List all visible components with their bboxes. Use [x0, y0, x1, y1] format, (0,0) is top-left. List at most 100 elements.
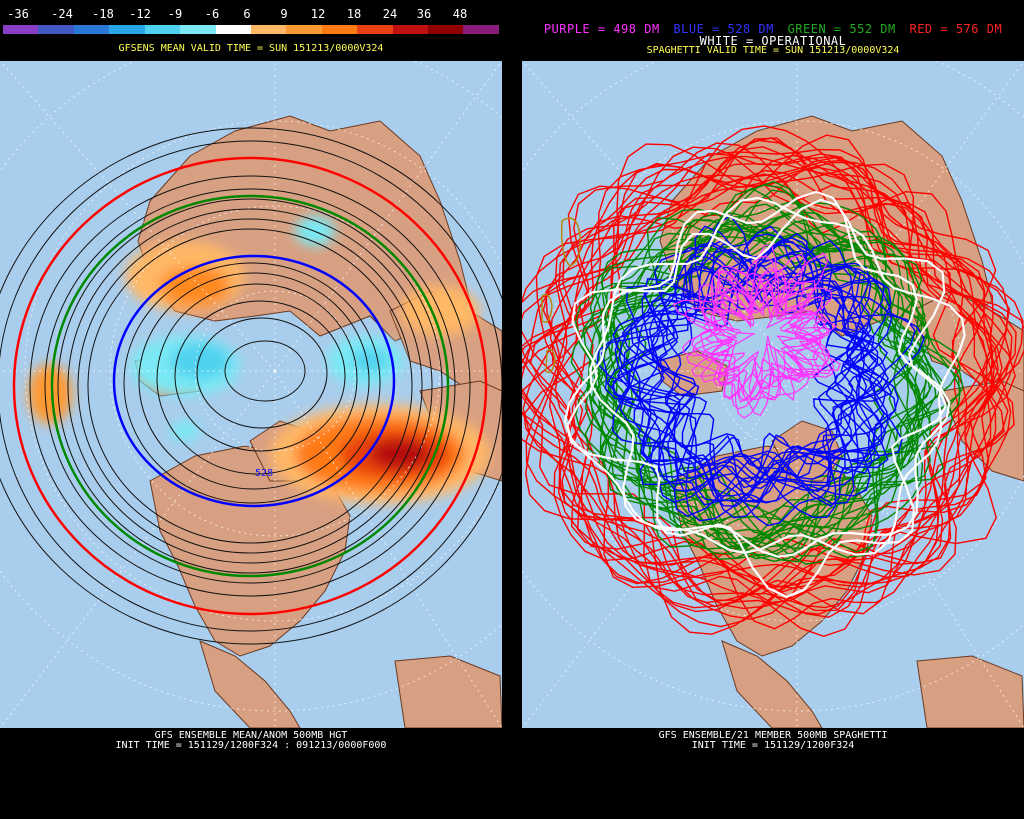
scale-swatch	[357, 25, 393, 34]
right-footer-init: INIT TIME = 151129/1200F324	[691, 740, 855, 751]
scale-swatch	[321, 25, 358, 34]
legend-purple: PURPLE = 498 DM	[543, 22, 660, 36]
ensemble-mean-panel: -36 -24 -18 -12 -9 -6 6 9 12 18 24 36 48…	[0, 0, 502, 819]
spaghetti-member-line	[522, 163, 1016, 589]
scale-swatch	[250, 25, 287, 34]
spaghetti-legend: PURPLE = 498 DM BLUE = 528 DM GREEN = 55…	[522, 22, 1024, 36]
spaghetti-member-line	[628, 240, 887, 519]
spaghetti-member-line	[700, 252, 835, 403]
scale-swatch	[428, 25, 464, 34]
spaghetti-member-line	[542, 156, 1009, 604]
spaghetti-member-line	[525, 146, 1015, 595]
spaghetti-map	[522, 61, 1024, 728]
land-mexico	[721, 640, 823, 728]
spaghetti-member-line	[584, 217, 931, 546]
spaghetti-member-line	[578, 219, 928, 554]
right-footer-title: GFS ENSEMBLE/21 MEMBER 500MB SPAGHETTI	[658, 730, 888, 741]
spaghetti-panel: PURPLE = 498 DM BLUE = 528 DM GREEN = 55…	[522, 0, 1024, 819]
scale-label: 12	[310, 7, 326, 21]
anomaly-scale-labels: -36 -24 -18 -12 -9 -6 6 9 12 18 24 36 48	[0, 7, 502, 23]
spaghetti-member-line	[535, 146, 992, 618]
legend-blue: BLUE = 528 DM	[673, 22, 774, 36]
height-contours	[0, 127, 502, 645]
scale-swatch	[73, 25, 110, 34]
scale-label: 48	[452, 7, 468, 21]
scale-label: 9	[280, 7, 288, 21]
land-mexico	[199, 640, 301, 728]
spaghetti-member-line	[566, 198, 947, 598]
scale-label: 36	[416, 7, 432, 21]
spaghetti-member-line	[639, 264, 889, 508]
spaghetti-member-line	[606, 225, 886, 503]
cold-anomaly	[170, 421, 200, 441]
contour-528	[112, 254, 396, 508]
spaghetti-member-line	[684, 253, 828, 387]
scale-label: 24	[382, 7, 398, 21]
scale-swatch	[463, 25, 499, 34]
scale-swatch	[109, 25, 145, 34]
scale-swatch	[215, 25, 251, 34]
spaghetti-member-line	[600, 214, 881, 492]
spaghetti-member-line	[691, 275, 830, 410]
scale-swatch	[392, 25, 429, 34]
outlier-contours	[541, 217, 582, 373]
spaghetti-member-line	[619, 265, 864, 527]
land-south-america	[916, 655, 1024, 728]
scale-label: -9	[167, 7, 183, 21]
left-footer-title: GFS ENSEMBLE MEAN/ANOM 500MB HGT	[154, 730, 348, 741]
spaghetti-member-line	[549, 155, 1012, 589]
land-south-america	[394, 655, 502, 728]
scale-label: -6	[204, 7, 220, 21]
contour-552	[50, 194, 450, 578]
spaghetti-member-line	[522, 134, 993, 595]
scale-label: -12	[129, 7, 151, 21]
spaghetti-member-line	[524, 166, 994, 635]
legend-red: RED = 576 DM	[909, 22, 1003, 36]
spaghetti-member-line	[522, 125, 1009, 585]
scale-label: -24	[51, 7, 73, 21]
spaghetti-member-line	[630, 244, 903, 503]
spaghetti-member-line	[522, 162, 997, 628]
spaghetti-member-line	[672, 244, 837, 400]
scale-swatch	[180, 25, 216, 34]
scale-swatch	[38, 25, 74, 34]
contour-label: 528	[255, 468, 273, 479]
spaghetti-member-line	[614, 266, 893, 504]
legend-white: WHITE = OPERATIONAL	[699, 34, 847, 48]
panel-divider	[502, 0, 522, 819]
left-valid-time-header: GFSENS MEAN VALID TIME = SUN 151213/0000…	[118, 43, 384, 54]
spaghetti-member-line	[522, 148, 1003, 579]
warm-anomaly	[370, 439, 430, 469]
spaghetti-member-line	[548, 154, 995, 620]
scale-swatch	[144, 25, 181, 34]
scale-label: 18	[346, 7, 362, 21]
cold-anomaly	[352, 349, 388, 373]
left-footer-init: INIT TIME = 151129/1200F324 : 091213/000…	[115, 740, 387, 751]
spaghetti-member-line	[563, 190, 951, 558]
spaghetti-member-line	[586, 222, 964, 558]
ensemble-mean-map: 528	[0, 61, 502, 728]
spaghetti-member-line	[618, 241, 889, 522]
scale-label: -18	[92, 7, 114, 21]
spaghetti-member-line	[522, 143, 999, 589]
spaghetti-member-line	[545, 137, 997, 612]
legend-green: GREEN = 552 DM	[787, 22, 896, 36]
warm-anomaly	[160, 266, 230, 306]
spaghetti-member-line	[633, 247, 892, 497]
spaghetti-member-line	[597, 203, 944, 552]
scale-label: 6	[243, 7, 251, 21]
cold-anomaly	[170, 343, 230, 379]
warm-anomaly	[28, 364, 72, 424]
anomaly-color-scale	[3, 25, 499, 34]
contour-576	[12, 156, 488, 616]
scale-swatch	[286, 25, 322, 34]
right-valid-time-header: SPAGHETTI VALID TIME = SUN 151213/0000V3…	[646, 45, 900, 56]
spaghetti-member-line	[617, 232, 893, 504]
spaghetti-member-line	[522, 159, 1012, 638]
spaghetti-member-line	[600, 189, 961, 553]
scale-swatch	[3, 25, 39, 34]
spaghetti-members	[522, 125, 1024, 638]
scale-label: -36	[7, 7, 29, 21]
spaghetti-member-line	[610, 268, 899, 518]
spaghetti-member-line	[601, 225, 934, 544]
